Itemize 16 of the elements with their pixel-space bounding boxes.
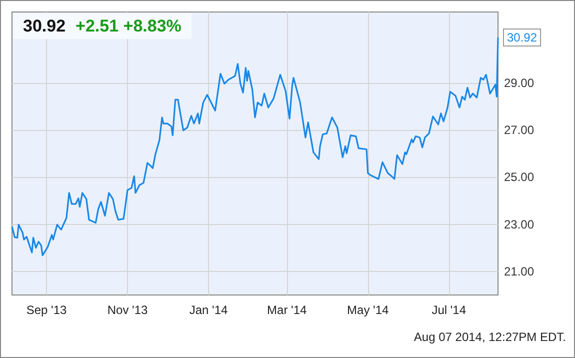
x-tick-label: Jul '14 (432, 303, 466, 317)
x-tick-label: Nov '13 (107, 303, 148, 317)
x-tick-label: Mar '14 (267, 303, 308, 317)
chart-subtitle: +2.51 +8.83% (76, 16, 182, 36)
text: Aug 07 2014, 12:27PM EDT. (414, 330, 566, 344)
line-series (11, 36, 499, 256)
y-tick-label: 21.00 (504, 264, 534, 278)
x-tick-label: Jan '14 (189, 303, 228, 317)
x-tick-label: Sep '13 (26, 303, 68, 317)
y-tick-label: 23.00 (504, 217, 534, 232)
data-label: 30.92 (507, 30, 538, 44)
chart-title: 30.92 (23, 16, 66, 36)
x-tick-label: May '14 (347, 303, 390, 317)
y-tick-label: 29.00 (504, 76, 534, 90)
y-tick-label: 27.00 (504, 122, 534, 137)
y-tick-label: 25.00 (504, 170, 534, 184)
